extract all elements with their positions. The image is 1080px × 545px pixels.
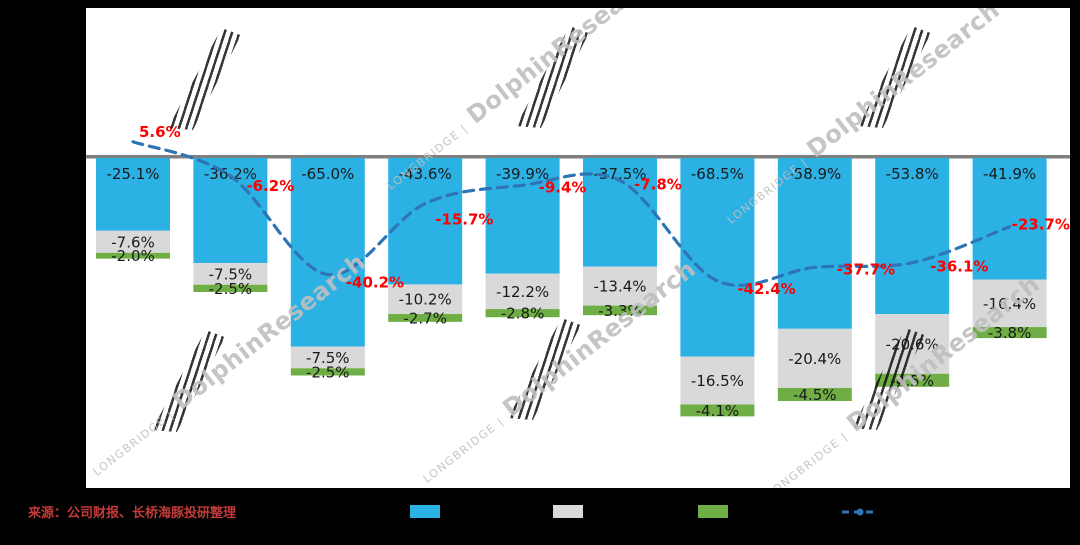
legend-line-marker [842,508,878,516]
svg-text:5.6%: 5.6% [139,123,181,141]
svg-text:-43.6%: -43.6% [399,165,452,183]
svg-text:-2.7%: -2.7% [403,309,447,327]
svg-text:-16.4%: -16.4% [983,295,1036,313]
svg-text:-20.4%: -20.4% [788,350,841,368]
svg-text:-23.7%: -23.7% [1012,216,1070,234]
legend-swatch-gray [553,505,583,518]
svg-text:-68.5%: -68.5% [691,165,744,183]
legend-swatch-blue [410,505,440,518]
legend-swatch-green [698,505,728,518]
svg-text:-41.9%: -41.9% [983,165,1036,183]
legend-item-line [840,505,886,519]
svg-text:-15.7%: -15.7% [435,211,493,229]
svg-text:-12.2%: -12.2% [496,283,549,301]
svg-text:-65.0%: -65.0% [301,165,354,183]
svg-text:-4.5%: -4.5% [890,372,934,390]
svg-text:-20.6%: -20.6% [886,335,939,353]
svg-text:-25.1%: -25.1% [106,165,159,183]
svg-text:-16.5%: -16.5% [691,372,744,390]
svg-text:-36.1%: -36.1% [930,258,988,276]
legend-item-green [698,505,734,518]
svg-text:-10.2%: -10.2% [399,291,452,309]
svg-text:-6.2%: -6.2% [246,177,294,195]
svg-text:-7.8%: -7.8% [634,176,682,194]
svg-text:-42.4%: -42.4% [737,280,795,298]
svg-text:-9.4%: -9.4% [539,178,587,196]
svg-text:-3.3%: -3.3% [598,302,642,320]
svg-text:-2.5%: -2.5% [306,363,350,381]
svg-text:-2.8%: -2.8% [501,305,545,323]
svg-text:-3.8%: -3.8% [988,324,1032,342]
footer: 来源：公司财报、长桥海豚投研整理 [0,488,1080,545]
stacked-bar-chart: -25.1%-7.6%-2.0%-36.2%-7.5%-2.5%-65.0%-7… [86,123,1070,420]
svg-text:-4.1%: -4.1% [696,402,740,420]
source-note: 来源：公司财报、长桥海豚投研整理 [28,506,237,521]
svg-text:-13.4%: -13.4% [593,278,646,296]
svg-text:-40.2%: -40.2% [346,274,404,292]
svg-text:-37.7%: -37.7% [837,260,895,278]
svg-text:-37.5%: -37.5% [593,165,646,183]
svg-text:-39.9%: -39.9% [496,165,549,183]
svg-text:-58.9%: -58.9% [788,165,841,183]
svg-text:-53.8%: -53.8% [886,165,939,183]
svg-text:-2.0%: -2.0% [111,247,155,265]
svg-text:-2.5%: -2.5% [209,280,253,298]
svg-text:-4.5%: -4.5% [793,386,837,404]
chart-area: LONGBRIDGE |DolphinResearch LONGBRIDGE |… [86,8,1070,488]
svg-text:-7.6%: -7.6% [111,233,155,251]
legend-item-gray [553,505,589,518]
legend-item-blue [410,505,446,518]
svg-text:-7.5%: -7.5% [209,265,253,283]
svg-text:-7.5%: -7.5% [306,349,350,367]
